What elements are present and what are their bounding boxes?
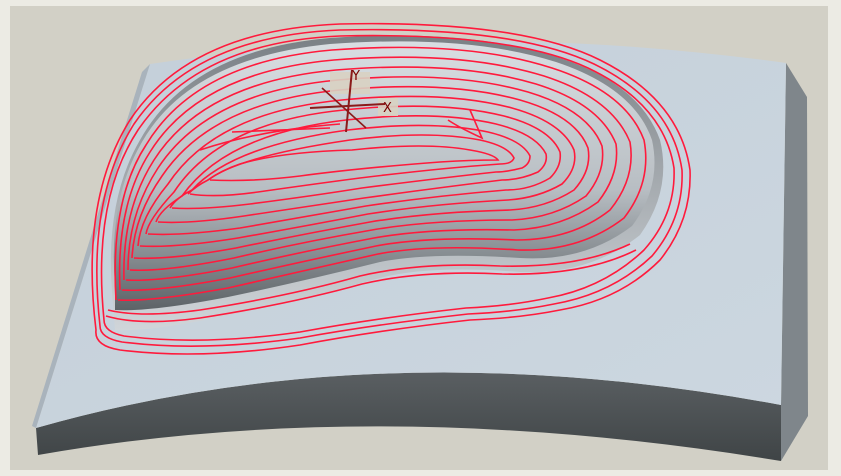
csys-z-axis [321,87,367,129]
block-front-face [36,372,781,461]
csys-y-axis [345,69,353,133]
toolpath-pass [169,124,531,210]
toolpath[interactable] [91,22,691,355]
csys-x-label-bg [378,98,398,116]
toolpath-pass [114,46,647,302]
toolpath-pass [155,115,548,224]
toolpath-pass [137,95,576,248]
toolpath-pass [199,109,484,151]
csys-y-label: Y [351,69,360,84]
coordinate-system[interactable]: Y X [309,69,398,133]
toolpath-pass [123,66,618,282]
toolpath-pass [145,105,562,236]
csys-x-axis [309,103,386,109]
toolpath-pass [107,243,631,315]
toolpath-pass [91,22,691,355]
toolpath-pass [207,145,500,182]
toolpath-pass [118,56,632,292]
block-right-face [781,63,808,461]
csys-x-label: X [383,101,392,116]
toolpath-pass [131,85,590,260]
block-left-edge [32,64,150,428]
toolpath-pass [127,76,604,272]
toolpath-pass [96,28,683,347]
toolpath-pass [100,34,675,341]
toolpath-pass [105,249,637,323]
